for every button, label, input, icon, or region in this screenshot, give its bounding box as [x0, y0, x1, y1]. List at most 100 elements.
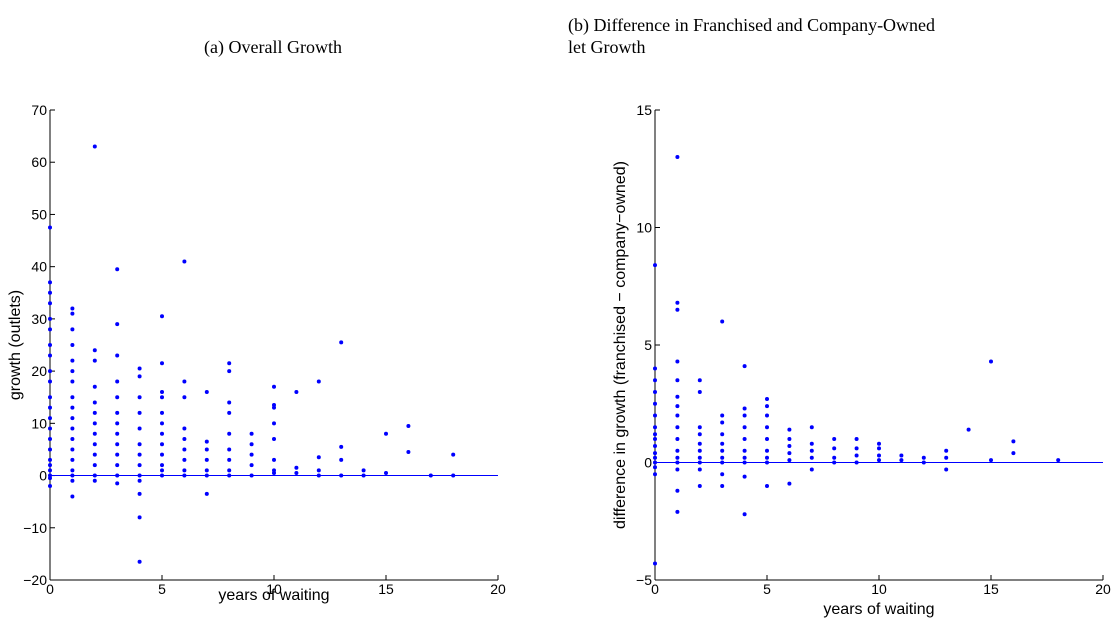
- point: [204, 491, 209, 496]
- point: [70, 457, 75, 462]
- x-tick-label: 5: [158, 581, 166, 597]
- x-tick-label: 5: [763, 581, 771, 597]
- chart-title: (b) Difference in Franchised and Company…: [568, 15, 936, 57]
- point: [316, 468, 321, 473]
- point: [92, 348, 97, 353]
- point: [70, 437, 75, 441]
- point: [361, 468, 366, 473]
- point: [316, 379, 321, 384]
- point: [92, 431, 97, 436]
- point: [809, 455, 814, 460]
- point: [48, 416, 52, 421]
- point: [160, 421, 164, 426]
- point: [653, 465, 657, 470]
- point: [675, 300, 680, 305]
- point: [921, 455, 926, 460]
- point: [451, 473, 456, 478]
- point: [675, 425, 680, 430]
- point: [742, 437, 747, 441]
- point: [137, 395, 142, 400]
- point: [204, 447, 209, 452]
- point: [989, 458, 993, 463]
- point: [653, 425, 657, 430]
- point: [653, 455, 657, 460]
- point: [160, 431, 164, 436]
- point: [48, 369, 52, 374]
- point: [160, 468, 164, 473]
- point: [720, 484, 725, 488]
- point: [70, 473, 75, 478]
- point: [742, 448, 747, 453]
- point: [48, 426, 52, 431]
- point: [294, 470, 299, 475]
- point: [944, 467, 949, 472]
- point: [765, 425, 769, 430]
- point: [742, 474, 747, 479]
- point: [115, 452, 120, 457]
- x-tick-label: 15: [378, 581, 394, 597]
- point: [428, 473, 433, 478]
- point: [944, 455, 949, 460]
- x-tick-label: 0: [651, 581, 659, 597]
- point: [160, 361, 164, 366]
- point: [70, 395, 75, 400]
- y-tick-label: −10: [23, 520, 47, 536]
- point: [675, 378, 680, 383]
- point: [720, 441, 725, 446]
- x-tick-label: 0: [46, 581, 54, 597]
- point: [160, 314, 164, 319]
- point: [899, 453, 904, 458]
- point: [272, 470, 276, 475]
- point: [48, 468, 52, 473]
- point: [720, 319, 725, 324]
- point: [92, 478, 97, 483]
- point: [406, 423, 411, 428]
- point: [272, 421, 276, 426]
- point: [137, 559, 142, 564]
- point: [115, 395, 120, 400]
- point: [765, 397, 769, 402]
- point: [137, 452, 142, 457]
- point: [115, 481, 120, 486]
- point: [48, 457, 52, 462]
- x-tick-label: 10: [266, 581, 282, 597]
- point: [115, 379, 120, 384]
- point: [854, 446, 859, 451]
- point: [182, 473, 187, 478]
- point: [137, 515, 142, 520]
- point: [115, 421, 120, 426]
- point: [653, 413, 657, 418]
- y-axis-label: growth (outlets): [7, 290, 24, 400]
- point: [48, 379, 52, 384]
- point: [720, 432, 725, 437]
- point: [92, 463, 97, 468]
- point: [765, 413, 769, 418]
- y-tick-label: 20: [31, 363, 47, 379]
- point: [742, 413, 747, 418]
- point: [742, 512, 747, 517]
- point: [877, 458, 881, 463]
- point: [675, 359, 680, 364]
- point: [697, 390, 702, 394]
- point: [451, 452, 456, 457]
- point: [160, 410, 164, 415]
- point: [1056, 458, 1061, 463]
- point: [70, 426, 75, 431]
- point: [115, 322, 120, 327]
- point: [294, 390, 299, 394]
- point: [720, 448, 725, 453]
- y-tick-label: 10: [636, 220, 652, 236]
- point: [137, 442, 142, 447]
- point: [227, 431, 232, 436]
- point: [653, 432, 657, 437]
- point: [227, 410, 232, 415]
- point: [227, 447, 232, 452]
- point: [115, 442, 120, 447]
- point: [339, 457, 344, 462]
- point: [48, 225, 52, 230]
- point: [48, 280, 52, 285]
- point: [70, 306, 75, 311]
- point: [653, 561, 657, 566]
- point: [944, 448, 949, 453]
